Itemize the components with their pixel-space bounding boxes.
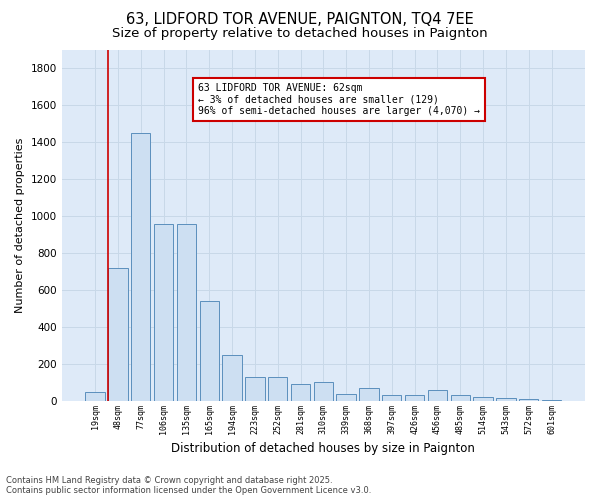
Bar <box>382 396 401 401</box>
Bar <box>519 399 538 401</box>
Bar <box>245 377 265 401</box>
Bar <box>131 133 151 401</box>
Text: Size of property relative to detached houses in Paignton: Size of property relative to detached ho… <box>112 28 488 40</box>
Bar <box>154 224 173 401</box>
Bar <box>200 301 219 401</box>
Bar <box>177 224 196 401</box>
X-axis label: Distribution of detached houses by size in Paignton: Distribution of detached houses by size … <box>172 442 475 455</box>
Bar <box>291 384 310 401</box>
Bar <box>428 390 447 401</box>
Bar <box>473 397 493 401</box>
Text: 63, LIDFORD TOR AVENUE, PAIGNTON, TQ4 7EE: 63, LIDFORD TOR AVENUE, PAIGNTON, TQ4 7E… <box>126 12 474 28</box>
Bar <box>314 382 333 401</box>
Text: 63 LIDFORD TOR AVENUE: 62sqm
← 3% of detached houses are smaller (129)
96% of se: 63 LIDFORD TOR AVENUE: 62sqm ← 3% of det… <box>198 83 480 116</box>
Bar <box>496 398 515 401</box>
Bar <box>359 388 379 401</box>
Y-axis label: Number of detached properties: Number of detached properties <box>15 138 25 313</box>
Bar <box>542 400 561 401</box>
Bar <box>337 394 356 401</box>
Bar <box>85 392 105 401</box>
Bar <box>405 396 424 401</box>
Text: Contains HM Land Registry data © Crown copyright and database right 2025.
Contai: Contains HM Land Registry data © Crown c… <box>6 476 371 495</box>
Bar <box>451 396 470 401</box>
Bar <box>108 268 128 401</box>
Bar <box>268 377 287 401</box>
Bar <box>223 354 242 401</box>
